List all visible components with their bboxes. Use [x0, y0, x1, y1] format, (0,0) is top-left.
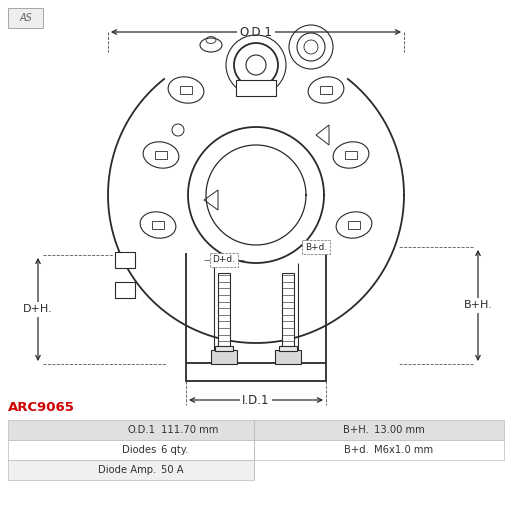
Bar [211, 350, 237, 364]
Text: B+H.: B+H. [464, 301, 493, 310]
Bar [302, 240, 330, 254]
Bar [155, 151, 167, 159]
Bar [279, 346, 297, 351]
Text: 6 qty.: 6 qty. [161, 445, 188, 455]
Bar [8, 8, 43, 28]
Bar [8, 460, 254, 480]
Bar [152, 221, 164, 229]
Text: O.D.1: O.D.1 [128, 425, 156, 435]
Bar [348, 221, 360, 229]
Text: Diodes: Diodes [122, 445, 156, 455]
Bar [236, 80, 276, 96]
Bar [115, 252, 135, 268]
Text: AS: AS [19, 13, 32, 23]
Text: D+H.: D+H. [23, 305, 53, 314]
Bar [275, 350, 301, 364]
Bar [345, 151, 357, 159]
Bar [180, 86, 192, 94]
Text: O.D.1: O.D.1 [240, 26, 272, 38]
Bar [218, 273, 230, 350]
Bar [8, 420, 254, 440]
Text: B+d.: B+d. [305, 243, 327, 251]
Text: B+H.: B+H. [343, 425, 369, 435]
Bar [210, 253, 238, 267]
Bar [282, 273, 294, 350]
Text: 13.00 mm: 13.00 mm [374, 425, 425, 435]
Bar [320, 86, 332, 94]
Text: 50 A: 50 A [161, 465, 184, 475]
Bar [115, 282, 135, 298]
Text: B+d.: B+d. [344, 445, 369, 455]
Text: 111.70 mm: 111.70 mm [161, 425, 219, 435]
Bar [215, 346, 233, 351]
Text: M6x1.0 mm: M6x1.0 mm [374, 445, 433, 455]
Text: ARC9065: ARC9065 [8, 401, 75, 414]
Text: I.D.1: I.D.1 [242, 394, 270, 407]
Bar [8, 440, 254, 460]
Bar [186, 363, 326, 381]
Bar [254, 420, 504, 440]
Text: Diode Amp.: Diode Amp. [98, 465, 156, 475]
Text: D+d.: D+d. [212, 255, 236, 265]
Wedge shape [163, 44, 349, 195]
Bar [254, 440, 504, 460]
